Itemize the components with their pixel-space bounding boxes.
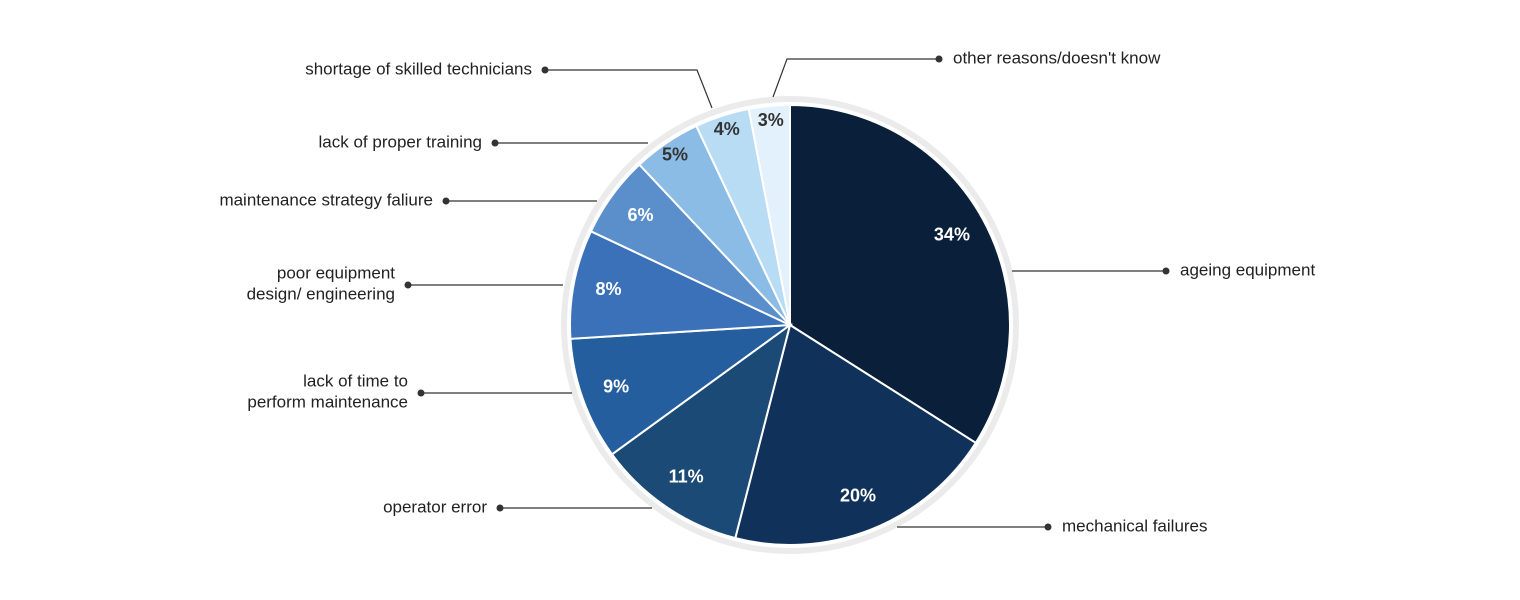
value-label: 3% xyxy=(758,110,784,130)
leader-line xyxy=(545,69,713,109)
leader-line xyxy=(772,58,939,98)
value-label: 9% xyxy=(603,376,629,396)
value-label: 8% xyxy=(595,279,621,299)
pie-slice xyxy=(569,323,794,456)
category-label: shortage of skilled technicians xyxy=(305,59,532,78)
leader-dot xyxy=(417,389,425,397)
leader-dot xyxy=(442,197,450,205)
category-label: ageing equipment xyxy=(1180,260,1315,279)
value-label: 4% xyxy=(714,119,740,139)
value-label: 20% xyxy=(840,486,876,506)
category-label: operator error xyxy=(383,497,487,516)
leader-dot xyxy=(491,139,499,147)
leader-dot xyxy=(935,55,943,63)
pie-slice xyxy=(747,103,791,326)
category-label: other reasons/doesn't know xyxy=(953,48,1161,67)
value-label: 6% xyxy=(627,205,653,225)
leader-dot xyxy=(496,504,504,512)
value-label: 11% xyxy=(669,467,704,487)
category-label: mechanical failures xyxy=(1062,516,1208,535)
pie-slice xyxy=(569,229,791,340)
leader-dot xyxy=(404,281,412,289)
pie-slice xyxy=(789,103,1011,445)
pie-slice xyxy=(734,323,978,546)
leader-dot xyxy=(1044,523,1052,531)
leader-dot xyxy=(541,66,549,74)
category-label: maintenance strategy faliure xyxy=(219,190,433,209)
pie-slice xyxy=(610,322,792,540)
category-label: lack of proper training xyxy=(319,132,482,151)
category-label: lack of time to perform maintenance xyxy=(247,372,408,412)
value-label: 5% xyxy=(662,145,688,165)
value-label: 34% xyxy=(934,225,970,245)
leader-dot xyxy=(1162,267,1170,275)
category-label: poor equipment design/ engineering xyxy=(247,264,396,304)
